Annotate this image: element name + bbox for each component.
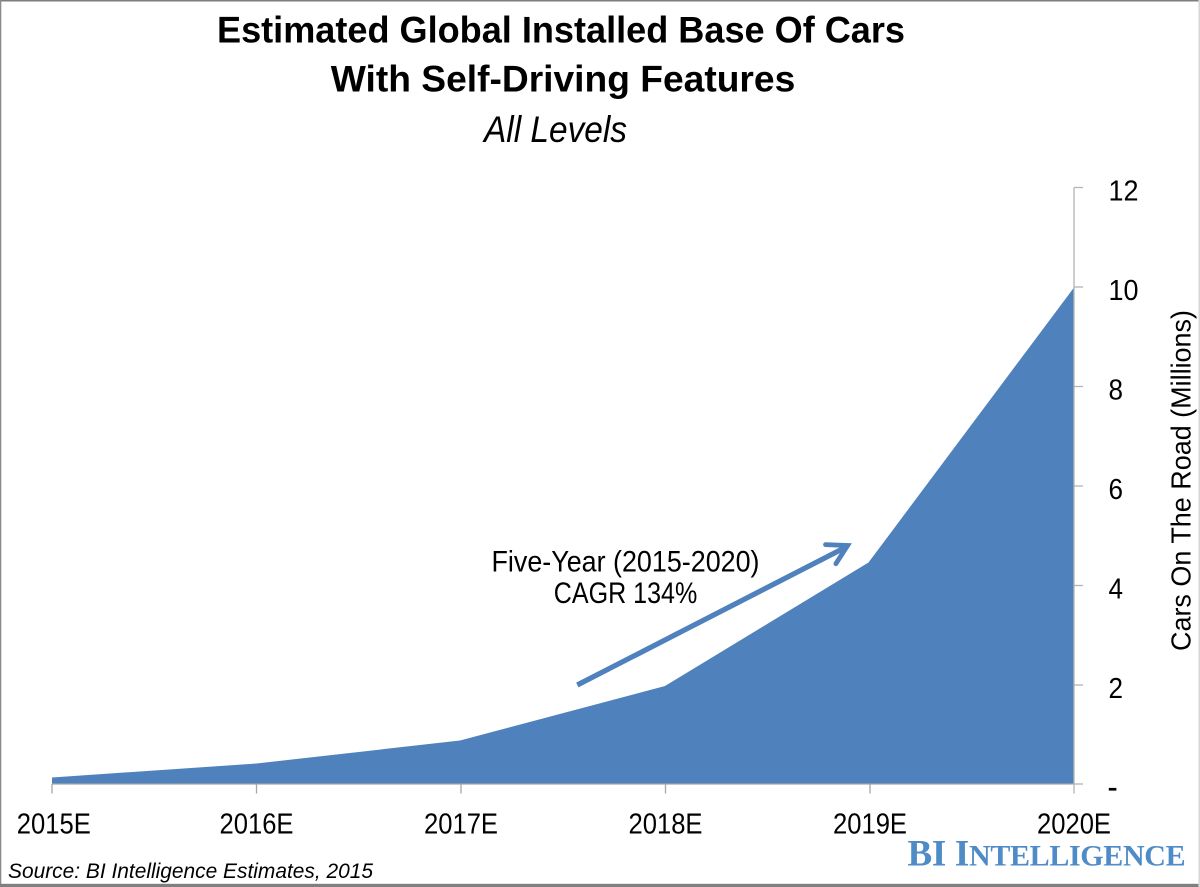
svg-text:4: 4	[1109, 574, 1124, 606]
svg-text:Five-Year (2015-2020): Five-Year (2015-2020)	[492, 545, 760, 578]
svg-text:Estimated Global Installed Bas: Estimated Global Installed Base Of Cars	[217, 10, 905, 51]
svg-text:2015E: 2015E	[17, 809, 91, 841]
svg-text:With Self-Driving Features: With Self-Driving Features	[331, 58, 796, 99]
svg-text:8: 8	[1109, 375, 1124, 407]
svg-text:12: 12	[1109, 176, 1139, 208]
svg-text:2017E: 2017E	[424, 809, 498, 841]
svg-text:2020E: 2020E	[1037, 809, 1111, 841]
svg-text:2: 2	[1109, 673, 1124, 705]
svg-text:2019E: 2019E	[833, 809, 907, 841]
svg-text:2018E: 2018E	[629, 809, 703, 841]
svg-text:BI INTELLIGENCE: BI INTELLIGENCE	[908, 834, 1186, 875]
svg-text:10: 10	[1109, 275, 1139, 307]
svg-text:6: 6	[1109, 474, 1124, 506]
svg-text:CAGR 134%: CAGR 134%	[554, 577, 698, 610]
svg-text:Source: BI Intelligence Estima: Source: BI Intelligence Estimates, 2015	[8, 860, 373, 883]
svg-text:Cars On The Road (Millions): Cars On The Road (Millions)	[1166, 310, 1197, 651]
svg-text:2016E: 2016E	[220, 809, 294, 841]
svg-text:All Levels: All Levels	[482, 109, 627, 150]
